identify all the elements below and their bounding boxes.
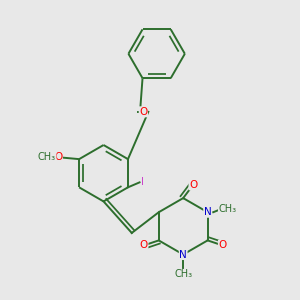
- Text: O: O: [54, 152, 62, 163]
- Text: CH₃: CH₃: [174, 269, 192, 279]
- Text: N: N: [204, 207, 212, 217]
- Text: O: O: [189, 180, 197, 190]
- Text: CH₃: CH₃: [38, 152, 56, 163]
- Text: O: O: [218, 240, 227, 250]
- Text: I: I: [141, 177, 144, 187]
- Text: O: O: [140, 240, 148, 250]
- Text: N: N: [179, 250, 187, 260]
- Text: CH₃: CH₃: [218, 204, 237, 214]
- Text: O: O: [139, 107, 148, 117]
